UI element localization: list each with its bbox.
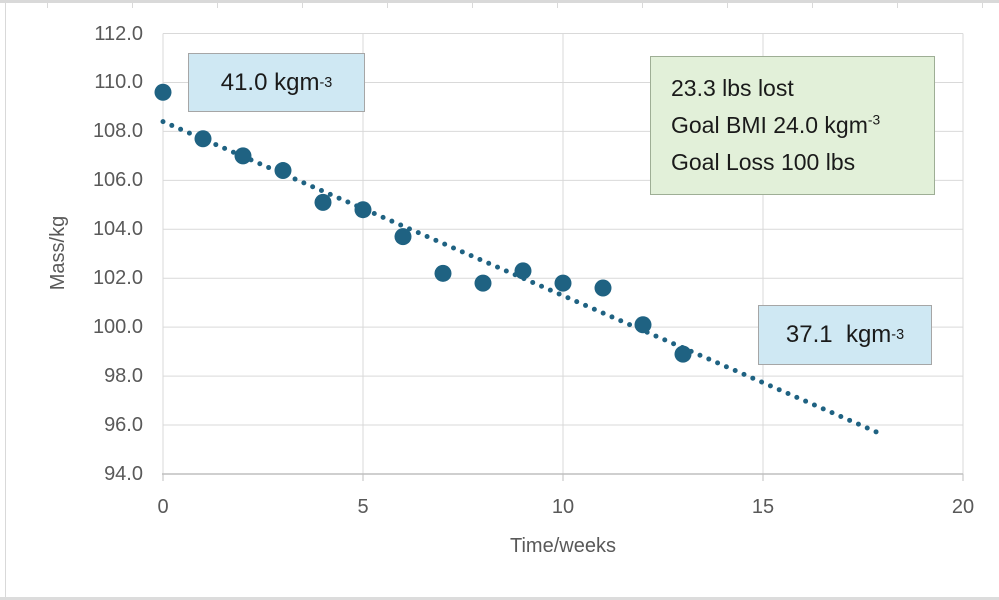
sheet-column-edge bbox=[47, 0, 48, 8]
data-point-week-5 bbox=[354, 201, 372, 219]
sheet-column-edge bbox=[727, 0, 728, 8]
data-point-week-0 bbox=[154, 83, 172, 101]
y-tick-label: 104.0 bbox=[92, 218, 143, 241]
sheet-column-edge bbox=[472, 0, 473, 8]
sheet-column-edge bbox=[812, 0, 813, 8]
annotation-summary-line2: Goal BMI 24.0 kgm-3 bbox=[671, 112, 881, 138]
sheet-column-edge bbox=[897, 0, 898, 8]
x-tick-label: 5 bbox=[357, 496, 369, 518]
data-point-week-9 bbox=[514, 262, 532, 280]
y-tick-label: 102.0 bbox=[92, 267, 143, 290]
data-point-week-2 bbox=[234, 147, 252, 165]
sheet-column-edge bbox=[642, 0, 643, 8]
x-tick-label: 20 bbox=[951, 496, 975, 518]
data-point-week-12 bbox=[634, 316, 652, 334]
y-tick-label: 100.0 bbox=[92, 316, 143, 339]
data-point-week-8 bbox=[474, 274, 492, 292]
annotation-current-bmi-text: 37.1 kgm bbox=[785, 321, 892, 348]
x-tick-label: 0 bbox=[157, 496, 169, 518]
annotation-summary-line3: Goal Loss 100 lbs bbox=[671, 149, 856, 175]
y-tick-label: 110.0 bbox=[94, 71, 143, 94]
data-point-week-1 bbox=[194, 130, 212, 148]
sheet-column-edge bbox=[387, 0, 388, 8]
annotation-current-bmi[interactable]: 37.1 kgm -3 bbox=[758, 305, 932, 365]
y-tick-label: 106.0 bbox=[92, 169, 143, 192]
data-point-week-4 bbox=[314, 193, 332, 211]
chart-object-left-border bbox=[5, 0, 6, 600]
annotation-start-bmi-text: 41.0 kgm bbox=[220, 68, 320, 96]
y-tick-label: 94.0 bbox=[104, 463, 143, 485]
annotation-summary-line2-superscript: -3 bbox=[867, 112, 881, 128]
y-axis-title: Mass/kg bbox=[47, 215, 69, 291]
annotation-summary-line1: 23.3 lbs lost bbox=[671, 75, 794, 101]
sheet-column-edge bbox=[982, 0, 983, 8]
y-tick-label: 112.0 bbox=[94, 22, 143, 45]
x-tick-label: 10 bbox=[551, 496, 575, 518]
x-axis-title: Time/weeks bbox=[510, 535, 616, 557]
data-point-week-11 bbox=[594, 279, 612, 297]
y-tick-label: 98.0 bbox=[104, 365, 143, 388]
annotation-start-bmi[interactable]: 41.0 kgm -3 bbox=[188, 53, 365, 112]
data-point-week-6 bbox=[394, 228, 412, 246]
data-point-week-13 bbox=[674, 345, 692, 363]
sheet-column-edge bbox=[557, 0, 558, 8]
sheet-row-edge bbox=[0, 0, 999, 3]
y-tick-label: 96.0 bbox=[104, 414, 143, 437]
sheet-column-edge bbox=[132, 0, 133, 8]
data-point-week-10 bbox=[554, 274, 572, 292]
sheet-column-edge bbox=[217, 0, 218, 8]
annotation-summary[interactable]: 23.3 lbs lost Goal BMI 24.0 kgm-3 Goal L… bbox=[650, 56, 935, 195]
data-point-week-3 bbox=[274, 162, 292, 180]
sheet-bottom-edge bbox=[0, 597, 999, 600]
y-tick-label: 108.0 bbox=[92, 120, 143, 143]
sheet-column-edge bbox=[302, 0, 303, 8]
x-tick-label: 15 bbox=[751, 496, 775, 518]
data-point-week-7 bbox=[434, 264, 452, 282]
